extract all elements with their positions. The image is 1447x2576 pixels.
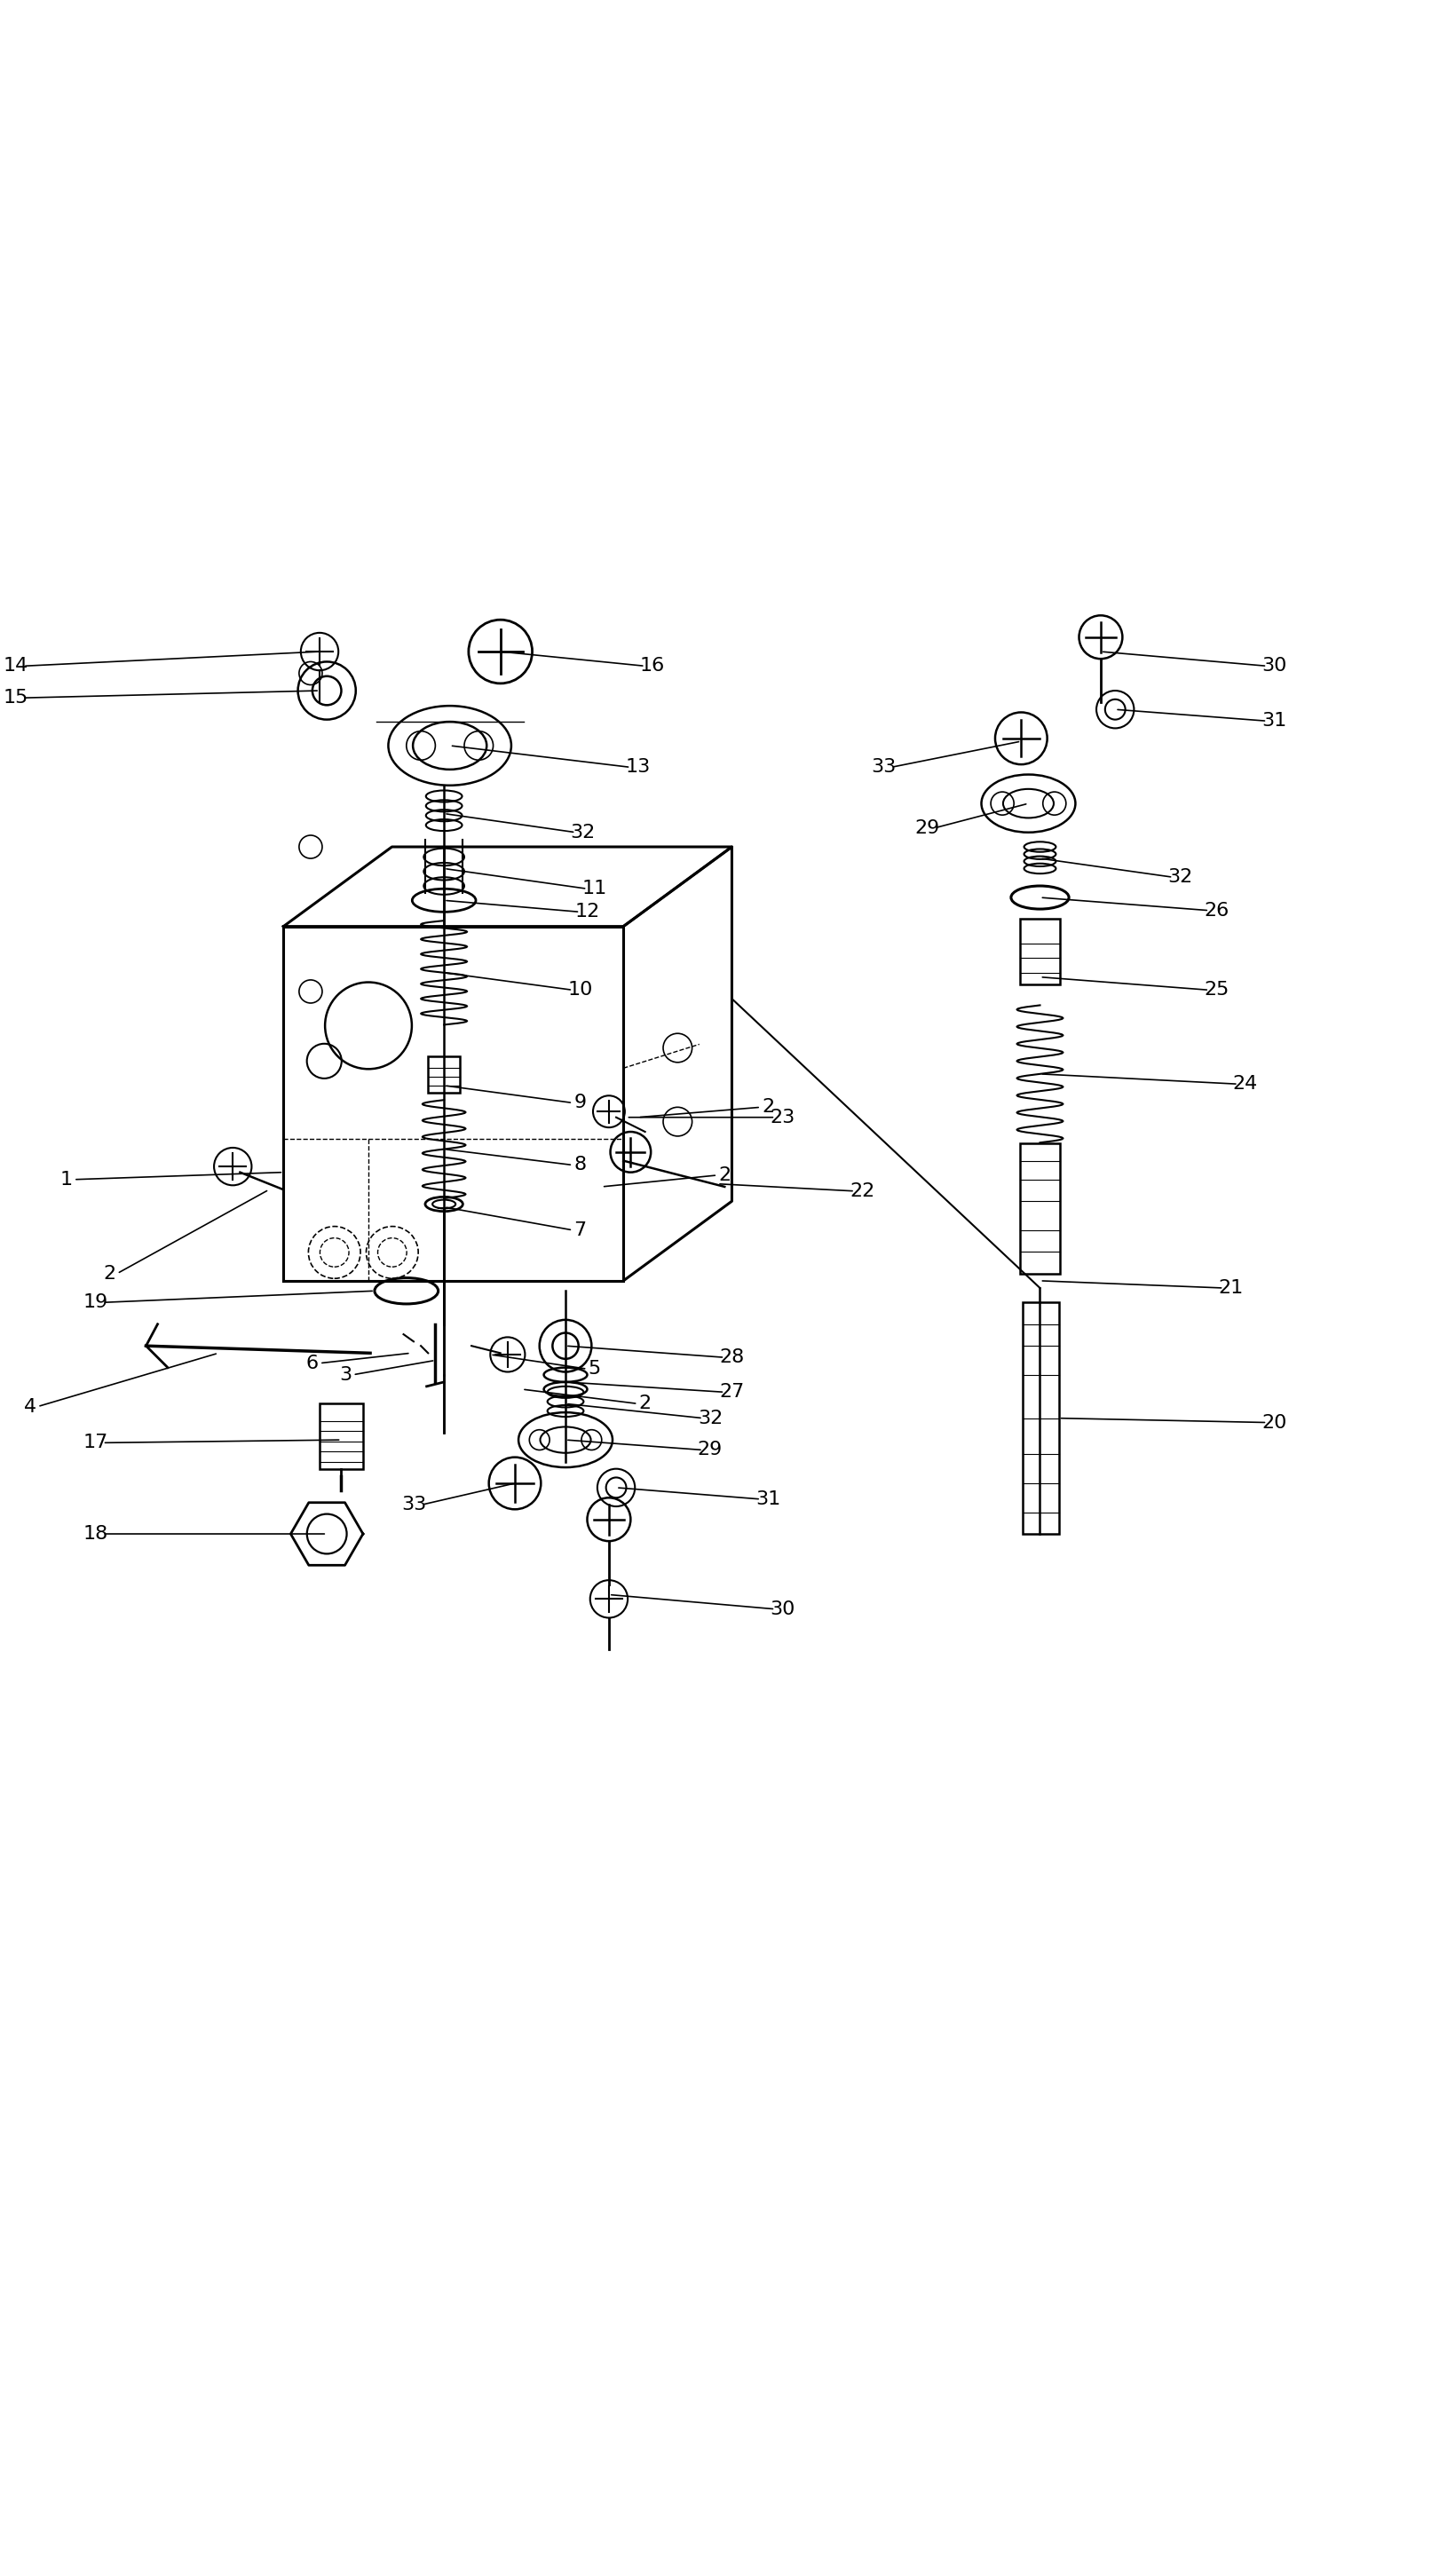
- Text: 15: 15: [3, 688, 29, 706]
- Text: 5: 5: [587, 1360, 601, 1378]
- Text: 18: 18: [82, 1525, 109, 1543]
- Text: 33: 33: [401, 1497, 425, 1515]
- Text: 28: 28: [719, 1350, 744, 1365]
- Text: 24: 24: [1231, 1074, 1257, 1092]
- Text: 10: 10: [567, 981, 592, 999]
- Text: 14: 14: [3, 657, 29, 675]
- Text: 26: 26: [1202, 902, 1229, 920]
- Text: 32: 32: [697, 1409, 722, 1427]
- Text: 3: 3: [339, 1365, 352, 1383]
- Text: 2: 2: [104, 1265, 116, 1283]
- Text: 29: 29: [915, 819, 939, 837]
- Text: 30: 30: [770, 1600, 794, 1618]
- Text: 31: 31: [755, 1492, 780, 1507]
- Text: 16: 16: [640, 657, 664, 675]
- Text: 32: 32: [1168, 868, 1192, 886]
- Text: 8: 8: [573, 1157, 586, 1175]
- Text: 2: 2: [761, 1097, 774, 1115]
- Text: 33: 33: [871, 757, 896, 775]
- Text: 22: 22: [849, 1182, 874, 1200]
- Text: 31: 31: [1260, 711, 1286, 729]
- Text: 30: 30: [1260, 657, 1286, 675]
- Text: 6: 6: [305, 1355, 318, 1373]
- Text: 9: 9: [573, 1095, 586, 1113]
- Text: 7: 7: [573, 1221, 586, 1239]
- Text: 27: 27: [719, 1383, 744, 1401]
- Text: 11: 11: [582, 881, 606, 896]
- Text: 2: 2: [638, 1394, 651, 1412]
- Text: 19: 19: [82, 1293, 109, 1311]
- Text: 29: 29: [697, 1440, 722, 1458]
- Text: 4: 4: [25, 1399, 36, 1414]
- Text: 20: 20: [1260, 1414, 1286, 1432]
- Text: 21: 21: [1217, 1280, 1243, 1296]
- Text: 17: 17: [82, 1435, 109, 1453]
- Text: 2: 2: [718, 1167, 731, 1185]
- Text: 23: 23: [770, 1108, 794, 1126]
- Text: 13: 13: [625, 757, 650, 775]
- Text: 25: 25: [1202, 981, 1229, 999]
- Text: 32: 32: [570, 824, 595, 842]
- Text: 1: 1: [61, 1170, 72, 1188]
- Text: 12: 12: [574, 904, 599, 920]
